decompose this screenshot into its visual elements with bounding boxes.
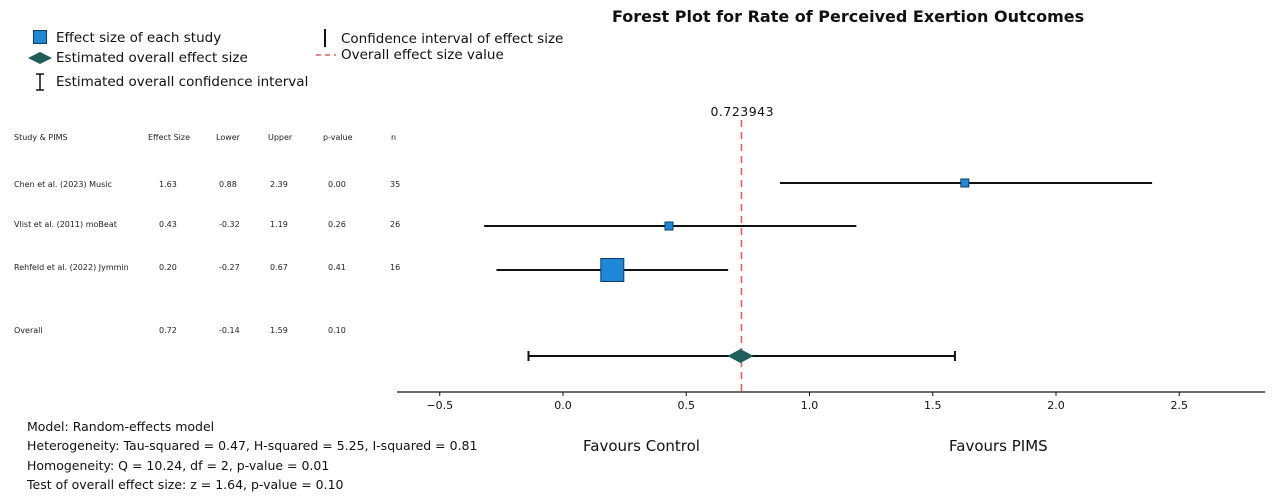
x-tick-label: 2.5 [1171,399,1189,412]
legend-study-ci-label: Confidence interval of effect size [341,31,564,47]
legend-overall-marker-label: Estimated overall effect size [56,50,248,66]
study-pvalue: 0.41 [328,263,346,272]
legend-study-marker-icon [33,30,47,44]
x-tick-label: 0.0 [554,399,572,412]
study-effect-marker [960,178,970,188]
favours-pims-label: Favours PIMS [949,437,1048,455]
col-header-effect: Effect Size [148,133,190,142]
study-n: 35 [390,180,401,189]
study-n: 26 [390,220,401,229]
stats-model: Model: Random-effects model [27,419,215,434]
study-name: Chen et al. (2023) Music [14,180,112,189]
favours-control-label: Favours Control [583,437,700,455]
overall-line-value-label: 0.723943 [710,104,775,119]
overall-pvalue: 0.10 [328,326,346,335]
legend-study-marker-label: Effect size of each study [56,30,222,46]
x-tick-label: −0.5 [426,399,453,412]
study-upper: 2.39 [270,180,288,189]
legend-overall-marker-icon [28,52,52,64]
study-name: Vlist et al. (2011) moBeat [14,220,117,229]
study-lower: 0.88 [219,180,237,189]
x-tick-label: 1.5 [924,399,942,412]
study-effect: 0.20 [159,263,177,272]
study-effect-marker [664,221,674,231]
study-upper: 1.19 [270,220,288,229]
x-tick-label: 2.0 [1047,399,1065,412]
stats-heterogeneity: Heterogeneity: Tau-squared = 0.47, H-squ… [27,438,478,453]
study-effect-marker [600,258,625,282]
study-upper: 0.67 [270,263,288,272]
overall-effect: 0.72 [159,326,177,335]
study-name: Rehfeld et al. (2022) Jymmin [14,263,129,272]
legend-overall-line-icon [316,54,336,56]
overall-upper: 1.59 [270,326,288,335]
study-n: 16 [390,263,401,272]
col-header-upper: Upper [268,133,293,142]
overall-lower: -0.14 [219,326,240,335]
study-lower: -0.27 [219,263,240,272]
legend-study-ci-icon [324,29,326,47]
study-pvalue: 0.00 [328,180,346,189]
x-tick-label: 1.0 [801,399,819,412]
stats-overall-test: Test of overall effect size: z = 1.64, p… [27,477,344,492]
overall-name: Overall [14,326,43,335]
col-header-lower: Lower [216,133,240,142]
col-header-study: Study & PIMS [14,133,68,142]
legend-overall-line-label: Overall effect size value [341,47,504,63]
col-header-n: n [391,133,397,142]
study-lower: -0.32 [219,220,240,229]
study-pvalue: 0.26 [328,220,346,229]
legend-overall-ci-icon [36,73,44,91]
stats-homogeneity: Homogeneity: Q = 10.24, df = 2, p-value … [27,458,330,473]
study-effect: 1.63 [159,180,177,189]
study-effect: 0.43 [159,220,177,229]
legend-overall-ci-label: Estimated overall confidence interval [56,74,309,90]
overall-effect-diamond [727,349,754,363]
chart-title: Forest Plot for Rate of Perceived Exerti… [612,7,1085,26]
x-tick-label: 0.5 [678,399,696,412]
col-header-pvalue: p-value [323,133,353,142]
